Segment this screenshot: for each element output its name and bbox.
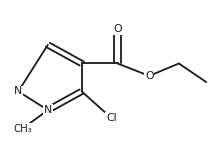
Text: N: N [14, 86, 22, 96]
Text: CH₃: CH₃ [13, 124, 32, 134]
Text: N: N [44, 105, 52, 115]
Text: O: O [113, 24, 122, 34]
Text: O: O [145, 71, 154, 81]
Text: Cl: Cl [106, 113, 117, 123]
